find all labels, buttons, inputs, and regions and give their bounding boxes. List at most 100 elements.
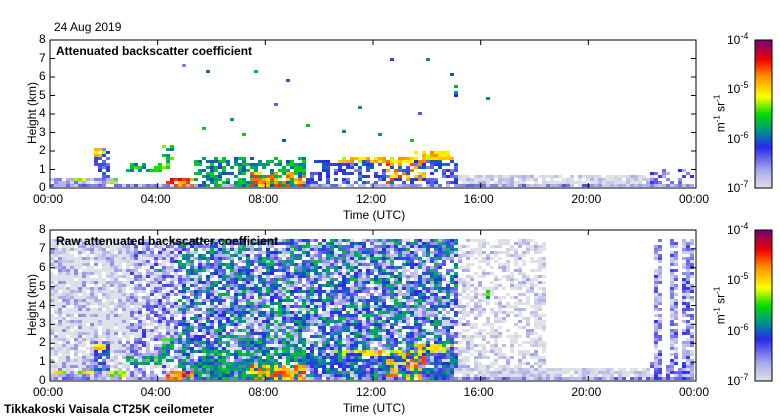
heatmap-cell <box>222 242 226 245</box>
heatmap-cell <box>418 112 422 115</box>
heatmap-cell <box>290 163 294 166</box>
heatmap-cell <box>354 163 358 166</box>
heatmap-cell <box>234 350 238 353</box>
heatmap-cell <box>98 281 102 284</box>
heatmap-cell <box>270 172 274 175</box>
heatmap-cell <box>74 377 78 380</box>
heatmap-cell <box>154 320 158 323</box>
heatmap-cell <box>66 278 70 281</box>
heatmap-cell <box>430 368 434 371</box>
heatmap-cell <box>362 290 366 293</box>
heatmap-cell <box>242 350 246 353</box>
heatmap-cell <box>390 371 394 374</box>
heatmap-cell <box>266 332 270 335</box>
heatmap-cell <box>262 290 266 293</box>
heatmap-cell <box>526 175 530 178</box>
heatmap-cell <box>166 245 170 248</box>
heatmap-cell <box>386 317 390 320</box>
heatmap-cell <box>446 290 450 293</box>
heatmap-cell <box>322 266 326 269</box>
heatmap-cell <box>318 172 322 175</box>
heatmap-cell <box>62 374 66 377</box>
heatmap-cell <box>158 184 162 187</box>
heatmap-cell <box>126 269 130 272</box>
heatmap-cell <box>182 314 186 317</box>
heatmap-cell <box>258 338 262 341</box>
heatmap-cell <box>642 178 646 181</box>
heatmap-cell <box>110 269 114 272</box>
heatmap-cell <box>98 290 102 293</box>
heatmap-cell <box>614 181 618 184</box>
heatmap-cell <box>446 374 450 377</box>
heatmap-cell <box>414 287 418 290</box>
heatmap-cell <box>274 293 278 296</box>
heatmap-cell <box>354 350 358 353</box>
heatmap-cell <box>274 302 278 305</box>
heatmap-cell <box>70 296 74 299</box>
heatmap-cell <box>302 157 306 160</box>
heatmap-cell <box>330 311 334 314</box>
heatmap-cell <box>310 308 314 311</box>
heatmap-cell <box>186 341 190 344</box>
heatmap-cell <box>210 169 214 172</box>
heatmap-cell <box>102 151 106 154</box>
heatmap-cell <box>126 242 130 245</box>
heatmap-cell <box>234 326 238 329</box>
heatmap-cell <box>434 359 438 362</box>
heatmap-cell <box>350 263 354 266</box>
heatmap-cell <box>166 281 170 284</box>
heatmap-cell <box>222 293 226 296</box>
heatmap-cell <box>322 371 326 374</box>
heatmap-cell <box>450 326 454 329</box>
heatmap-cell <box>354 263 358 266</box>
heatmap-cell <box>298 368 302 371</box>
heatmap-cell <box>438 272 442 275</box>
heatmap-cell <box>290 338 294 341</box>
heatmap-cell <box>78 308 82 311</box>
heatmap-cell <box>450 308 454 311</box>
heatmap-cell <box>150 184 154 187</box>
heatmap-cell <box>270 320 274 323</box>
heatmap-cell <box>274 326 278 329</box>
heatmap-cell <box>594 181 598 184</box>
heatmap-cell <box>202 181 206 184</box>
heatmap-cell <box>354 272 358 275</box>
heatmap-cell <box>298 293 302 296</box>
heatmap-cell <box>262 329 266 332</box>
heatmap-cell <box>198 184 202 187</box>
heatmap-cell <box>426 245 430 248</box>
heatmap-cell <box>418 362 422 365</box>
heatmap-cell <box>94 362 98 365</box>
heatmap-cell <box>434 296 438 299</box>
heatmap-cell <box>454 94 458 97</box>
heatmap-cell <box>406 287 410 290</box>
heatmap-cell <box>250 281 254 284</box>
heatmap-cell <box>398 332 402 335</box>
heatmap-cell <box>322 323 326 326</box>
heatmap-cell <box>126 329 130 332</box>
heatmap-cell <box>110 377 114 380</box>
heatmap-cell <box>206 266 210 269</box>
heatmap-cell <box>58 293 62 296</box>
heatmap-cell <box>150 278 154 281</box>
heatmap-cell <box>382 305 386 308</box>
heatmap-cell <box>166 359 170 362</box>
heatmap-cell <box>154 353 158 356</box>
heatmap-cell <box>374 308 378 311</box>
heatmap-cell <box>274 362 278 365</box>
heatmap-cell <box>298 287 302 290</box>
heatmap-cell <box>166 338 170 341</box>
heatmap-cell <box>338 245 342 248</box>
heatmap-cell <box>182 266 186 269</box>
heatmap-cell <box>386 362 390 365</box>
heatmap-cell <box>406 365 410 368</box>
heatmap-cell <box>394 338 398 341</box>
colorbar-segment <box>755 148 772 152</box>
heatmap-cell <box>114 239 118 242</box>
heatmap-cell <box>666 178 670 181</box>
heatmap-cell <box>446 296 450 299</box>
heatmap-cell <box>446 302 450 305</box>
heatmap-cell <box>434 350 438 353</box>
heatmap-cell <box>102 362 106 365</box>
